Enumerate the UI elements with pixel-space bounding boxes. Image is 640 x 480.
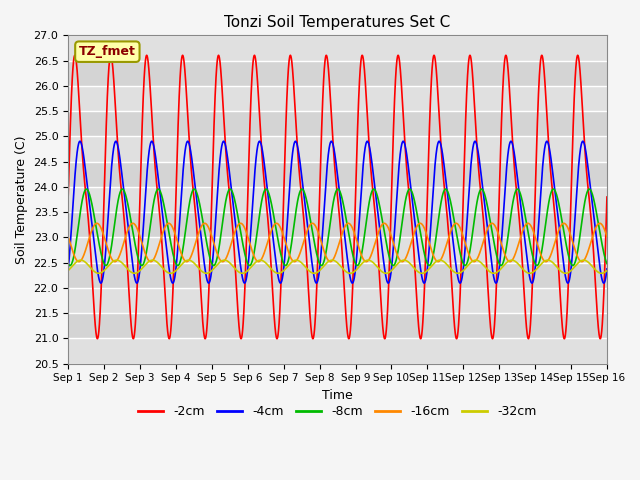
Bar bbox=[68, 60, 607, 86]
Bar bbox=[68, 313, 607, 338]
Bar bbox=[68, 263, 607, 288]
Text: TZ_fmet: TZ_fmet bbox=[79, 45, 136, 58]
Bar bbox=[68, 111, 607, 136]
Bar bbox=[68, 162, 607, 187]
Legend: -2cm, -4cm, -8cm, -16cm, -32cm: -2cm, -4cm, -8cm, -16cm, -32cm bbox=[133, 400, 541, 423]
X-axis label: Time: Time bbox=[322, 389, 353, 402]
Bar bbox=[68, 212, 607, 238]
Title: Tonzi Soil Temperatures Set C: Tonzi Soil Temperatures Set C bbox=[225, 15, 451, 30]
Y-axis label: Soil Temperature (C): Soil Temperature (C) bbox=[15, 135, 28, 264]
